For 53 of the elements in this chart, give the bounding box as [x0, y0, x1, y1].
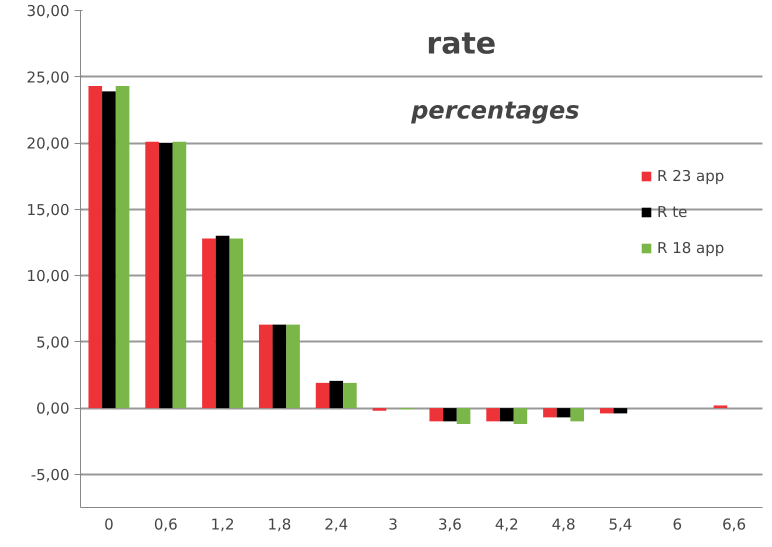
y-tick-label: 25,00 — [26, 68, 70, 86]
y-tick-label: -5,00 — [30, 466, 70, 484]
x-tick-label: 4,8 — [552, 516, 576, 534]
x-tick-label: 3,6 — [438, 516, 462, 534]
bar — [316, 382, 330, 408]
bar — [229, 238, 244, 408]
bar — [556, 408, 570, 418]
text: percentages — [410, 96, 580, 125]
bar — [172, 142, 186, 408]
y-tick-label: 20,00 — [26, 134, 70, 153]
x-tick-label: 0 — [104, 516, 114, 534]
x-tick-label: 6 — [672, 516, 682, 534]
bar — [88, 86, 102, 408]
bar — [258, 324, 273, 408]
bar — [102, 91, 116, 408]
y-tick-label: 5,00 — [36, 333, 70, 352]
bar — [145, 142, 159, 408]
bar — [329, 380, 344, 408]
x-tick-label: 0,6 — [154, 516, 178, 534]
legend-label: R 18 app — [657, 239, 724, 257]
bar — [202, 238, 216, 408]
bar — [600, 408, 614, 414]
bar — [456, 408, 470, 424]
bar — [216, 236, 230, 408]
bar — [272, 324, 286, 408]
legend-label: R 23 app — [657, 167, 724, 185]
x-tick-label: 1,2 — [210, 516, 235, 534]
bar — [500, 408, 514, 422]
bar — [286, 324, 300, 408]
y-tick-label: 0,00 — [36, 400, 70, 418]
bar — [158, 143, 173, 408]
x-tick-label: 3 — [388, 516, 398, 534]
bar — [714, 405, 728, 408]
x-tick-label: 2,4 — [324, 516, 348, 534]
bar — [614, 408, 628, 414]
bar — [372, 408, 386, 411]
x-tick-label: 6,6 — [722, 516, 746, 534]
bar — [543, 408, 557, 418]
bar — [443, 408, 457, 422]
y-tick-label: 10,00 — [26, 267, 70, 286]
x-tick-label: 1,8 — [267, 516, 292, 534]
bar — [343, 382, 357, 408]
x-tick-label: 4,2 — [494, 516, 519, 534]
bar — [570, 408, 584, 422]
bar — [116, 86, 130, 408]
x-tick-label: 5,4 — [608, 516, 632, 534]
y-tick-label: 30,00 — [26, 2, 70, 20]
bar — [514, 408, 528, 424]
legend-label: R te — [657, 203, 688, 221]
bar — [429, 408, 444, 422]
text: rate — [426, 26, 496, 62]
bar — [486, 408, 500, 422]
y-tick-label: 15,00 — [26, 200, 70, 219]
